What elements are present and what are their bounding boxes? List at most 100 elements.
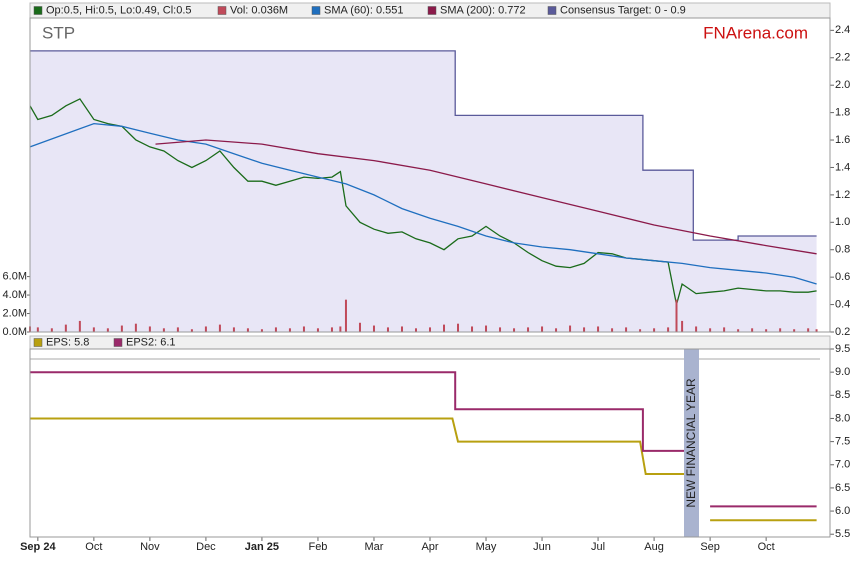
volume-bar bbox=[555, 328, 558, 332]
legend-label: EPS2: 6.1 bbox=[126, 336, 176, 348]
volume-bar bbox=[751, 328, 754, 332]
volume-bar bbox=[78, 320, 81, 332]
volume-bar bbox=[765, 329, 768, 332]
plot-frame bbox=[29, 348, 831, 538]
x-tick-label: Oct bbox=[758, 541, 775, 553]
volume-bar bbox=[737, 329, 740, 332]
volume-bar bbox=[513, 328, 516, 332]
volume-bar bbox=[246, 328, 249, 332]
legend-swatch bbox=[217, 6, 227, 15]
volume-bar bbox=[64, 324, 67, 332]
y-tick-label: 1.0 bbox=[835, 216, 850, 228]
volume-bar bbox=[429, 327, 431, 332]
y2-tick-label: 6.0M bbox=[3, 270, 27, 282]
x-tick-label: Jan 25 bbox=[245, 541, 279, 553]
volume-bar bbox=[681, 320, 684, 332]
y-tick-label: 7.5 bbox=[835, 436, 850, 448]
annotation-band bbox=[684, 349, 699, 537]
volume-bar bbox=[339, 326, 342, 332]
volume-bar bbox=[695, 326, 698, 332]
series-line bbox=[30, 417, 817, 522]
y-tick-label: 2.0 bbox=[835, 79, 850, 91]
x-tick-label: May bbox=[476, 541, 497, 553]
volume-bar bbox=[92, 327, 95, 332]
volume-bar bbox=[344, 299, 347, 332]
series-line bbox=[155, 139, 817, 255]
legend-swatch bbox=[33, 338, 43, 347]
x-tick-label: Oct bbox=[85, 541, 102, 553]
legend-label: Consensus Target: 0 - 0.9 bbox=[560, 4, 686, 16]
y-tick-label: 1.6 bbox=[835, 134, 850, 146]
y-tick-label: 0.4 bbox=[835, 298, 850, 310]
y-tick-label: 8.5 bbox=[835, 389, 850, 401]
y-tick-label: 0.2 bbox=[835, 326, 850, 338]
volume-bar bbox=[611, 328, 614, 332]
volume-bar bbox=[541, 326, 544, 332]
x-tick-label: Nov bbox=[140, 541, 160, 553]
legend-label: Vol: 0.036M bbox=[230, 4, 288, 16]
volume-bar bbox=[815, 329, 818, 332]
volume-bar bbox=[414, 328, 417, 332]
legend-label: EPS: 5.8 bbox=[46, 336, 89, 348]
volume-bar bbox=[443, 324, 446, 332]
y-tick-label: 2.2 bbox=[835, 52, 850, 64]
y-tick-label: 6.0 bbox=[835, 505, 850, 517]
volume-bar bbox=[386, 327, 389, 332]
volume-bar bbox=[330, 327, 333, 332]
y-tick-label: 0.6 bbox=[835, 271, 850, 283]
volume-bar bbox=[723, 327, 726, 332]
y2-tick-label: 2.0M bbox=[3, 307, 27, 319]
volume-bar bbox=[218, 324, 221, 332]
y-tick-label: 8.0 bbox=[835, 412, 850, 424]
volume-bar bbox=[499, 327, 502, 332]
legend-swatch bbox=[427, 6, 437, 15]
volume-bar bbox=[471, 326, 474, 332]
legend-swatch bbox=[547, 6, 557, 15]
y-tick-label: 1.4 bbox=[835, 161, 850, 173]
volume-bar bbox=[176, 327, 179, 332]
x-tick-label: Sep 24 bbox=[20, 541, 56, 553]
series-line bbox=[29, 122, 817, 285]
volume-bar bbox=[793, 329, 796, 332]
volume-bar bbox=[134, 323, 137, 332]
annotation: NEW FINANCIAL YEAR bbox=[684, 378, 698, 508]
volume-bar bbox=[625, 327, 628, 332]
volume-bar bbox=[400, 326, 403, 332]
volume-bar bbox=[288, 328, 291, 332]
y-tick-label: 7.0 bbox=[835, 459, 850, 471]
volume-bar bbox=[653, 328, 656, 332]
volume-bar bbox=[639, 329, 642, 332]
series-line bbox=[30, 371, 817, 508]
plot-frame bbox=[29, 17, 831, 333]
volume-bar bbox=[120, 325, 123, 332]
volume-bar bbox=[485, 325, 488, 332]
volume-bar bbox=[667, 327, 670, 332]
legend-swatch bbox=[113, 338, 123, 347]
volume-bar bbox=[260, 329, 263, 332]
legend-swatch bbox=[33, 6, 43, 15]
y-tick-label: 6.5 bbox=[835, 482, 850, 494]
volume-bar bbox=[316, 328, 319, 332]
series-line bbox=[29, 98, 817, 305]
legend-label: Op:0.5, Hi:0.5, Lo:0.49, Cl:0.5 bbox=[46, 4, 192, 16]
volume-bar bbox=[527, 327, 530, 332]
watermark: FNArena.com bbox=[703, 23, 808, 42]
volume-bar bbox=[583, 327, 586, 332]
volume-bar bbox=[204, 326, 207, 332]
volume-bar bbox=[372, 325, 375, 332]
legend-label: SMA (200): 0.772 bbox=[440, 4, 526, 16]
y-tick-label: 1.2 bbox=[835, 189, 850, 201]
volume-bar bbox=[106, 328, 109, 332]
volume-bar bbox=[302, 326, 305, 332]
volume-bar bbox=[779, 328, 782, 332]
volume-bar bbox=[675, 299, 678, 332]
x-tick-label: Jun bbox=[533, 541, 551, 553]
x-tick-label: Feb bbox=[308, 541, 327, 553]
x-tick-label: Aug bbox=[644, 541, 664, 553]
volume-bar bbox=[274, 327, 277, 332]
y-tick-label: 2.4 bbox=[835, 24, 850, 36]
x-tick-label: Apr bbox=[421, 541, 438, 553]
x-tick-label: Jul bbox=[591, 541, 605, 553]
y2-tick-label: 4.0M bbox=[3, 289, 27, 301]
y-tick-label: 5.5 bbox=[835, 528, 850, 540]
